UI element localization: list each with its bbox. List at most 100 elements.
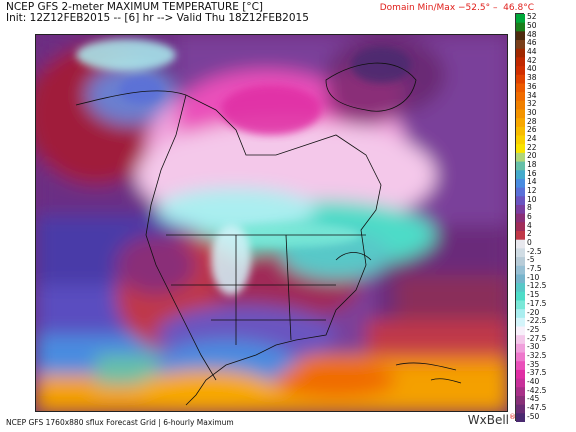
colorbar-label: -30 [527,342,540,352]
colorbar-swatch [516,309,525,319]
colorbar-swatch [516,283,525,293]
brand-name: WxBell [467,413,509,427]
colorbar-label: -40 [527,376,540,386]
colorbar-label: -47.5 [527,403,547,412]
footer-text: NCEP GFS 1760x880 sflux Forecast Grid | … [6,418,234,427]
colorbar-swatch [516,100,525,110]
colorbar-swatch [516,83,525,93]
colorbar-swatch [516,126,525,137]
colorbar [515,13,525,423]
colorbar-label: 0 [527,238,532,247]
colorbar-label: -50 [527,411,540,421]
colorbar-label: 38 [527,73,537,83]
colorbar-swatch [516,248,525,258]
registered-mark: ® [509,413,516,421]
colorbar-label: 20 [527,151,537,161]
colorbar-label: -42.5 [527,385,547,395]
colorbar-label: 46 [527,38,537,48]
colorbar-swatch [516,144,525,154]
colorbar-swatch [516,343,525,354]
colorbar-label: 30 [527,107,537,117]
colorbar-label: 42 [527,55,537,65]
colorbar-label: 24 [527,133,537,143]
colorbar-swatch [516,31,525,41]
colorbar-label: 2 [527,229,532,239]
colorbar-label: 48 [527,29,537,39]
colorbar-swatch [516,361,525,371]
colorbar-label: -45 [527,394,540,404]
colorbar-swatch [516,187,525,197]
colorbar-swatch [516,135,525,145]
colorbar-swatch [516,196,525,206]
colorbar-label: -27.5 [527,333,547,343]
colorbar-label: -32.5 [527,350,547,360]
coastlines [75,62,462,406]
colorbar-swatch [516,257,525,267]
colorbar-label: 26 [527,125,537,135]
colorbar-label: -15 [527,290,540,300]
colorbar-swatch [516,404,525,414]
map-graphic [36,35,507,411]
colorbar-label: -7.5 [527,264,542,274]
temperature-detail [76,39,411,295]
colorbar-swatch [516,395,525,406]
colorbar-swatch [516,213,525,223]
colorbar-swatch [516,413,525,423]
colorbar-swatch [516,317,525,328]
colorbar-swatch [516,74,525,84]
colorbar-swatch [516,387,525,397]
colorbar-label: 12 [527,186,537,195]
colorbar-label: 52 [527,12,537,22]
colorbar-label: 6 [527,212,532,221]
colorbar-label: -22.5 [527,316,547,326]
colorbar-label: -35 [527,359,540,369]
colorbar-label: -20 [527,307,540,317]
colorbar-swatch [516,291,525,301]
colorbar-swatch [516,204,525,215]
colorbar-swatch [516,48,525,58]
colorbar-swatch [516,352,525,362]
title-line-1: NCEP GFS 2-meter MAXIMUM TEMPERATURE [°C… [6,1,263,13]
colorbar-swatch [516,118,525,128]
colorbar-swatch [516,369,525,380]
colorbar-swatch [516,274,525,284]
colorbar-labels: 52 50 48 46 44 42 40 38 36 34 32 30 28 26 24 22 20 18 16 14… [527,13,575,421]
colorbar-swatch [516,326,525,336]
colorbar-swatch [516,335,525,345]
colorbar-swatches [516,14,525,423]
colorbar-label: 40 [527,64,537,74]
colorbar-label: -12.5 [527,281,547,291]
chart-title: NCEP GFS 2-meter MAXIMUM TEMPERATURE [°C… [6,2,309,24]
colorbar-swatch [516,109,525,119]
colorbar-swatch [516,178,525,189]
colorbar-label: -2.5 [527,246,542,256]
colorbar-label: 8 [527,203,532,213]
colorbar-swatch [516,14,525,24]
colorbar-label: 14 [527,177,537,187]
colorbar-label: 10 [527,194,537,204]
colorbar-swatch [516,378,525,388]
colorbar-label: -5 [527,255,535,265]
colorbar-label: 34 [527,90,537,100]
colorbar-label: 18 [527,159,537,169]
colorbar-swatch [516,161,525,171]
colorbar-label: 32 [527,99,537,109]
domain-minmax: Domain Min/Max −52.5° – 46.8°C [379,3,534,13]
colorbar-label: 44 [527,47,537,57]
colorbar-label: 50 [527,21,537,30]
colorbar-swatch [516,40,525,50]
brand-logo: WxBell® [468,413,516,427]
title-line-2: Init: 12Z12FEB2015 -- [6] hr --> Valid T… [6,12,309,24]
colorbar-label: 36 [527,81,537,91]
colorbar-swatch [516,231,525,241]
colorbar-label: -17.5 [527,298,547,308]
colorbar-swatch [516,300,525,310]
colorbar-label: -25 [527,324,540,334]
colorbar-swatch [516,92,525,102]
colorbar-swatch [516,222,525,232]
colorbar-swatch [516,66,525,76]
temperature-map [35,34,508,412]
colorbar-swatch [516,22,525,32]
colorbar-swatch [516,57,525,67]
colorbar-swatch [516,239,525,249]
